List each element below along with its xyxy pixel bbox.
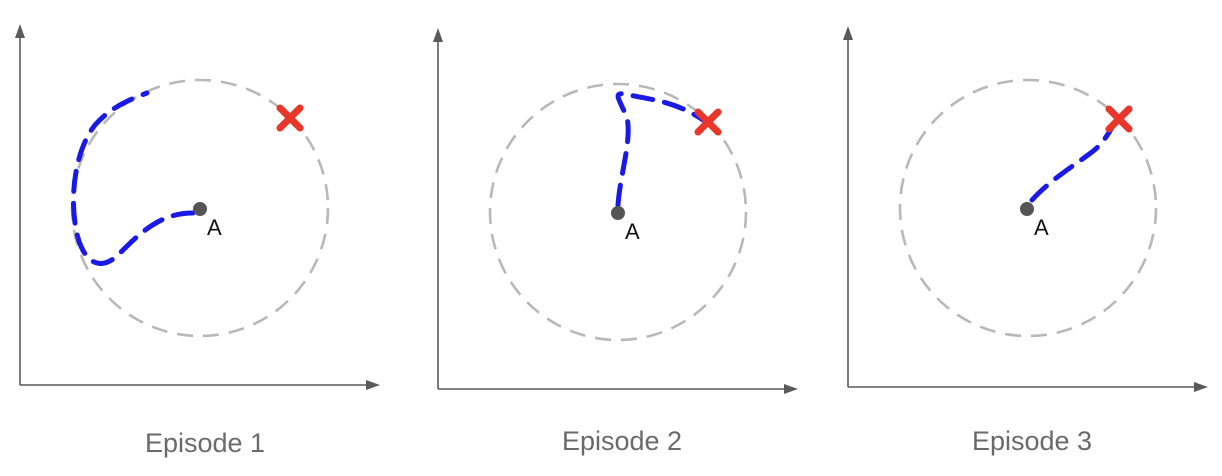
x-axis-arrow-icon [784, 384, 798, 394]
reachable-region-circle [898, 78, 1158, 338]
episode-caption: Episode 2 [562, 426, 682, 456]
start-point-label: A [1034, 215, 1049, 240]
start-point-label: A [625, 219, 640, 244]
start-point-dot [611, 206, 625, 220]
reachable-region-circle [488, 82, 748, 342]
x-axis-arrow-icon [1194, 382, 1208, 392]
agent-trajectory [615, 91, 709, 208]
goal-x-mark-icon [694, 108, 722, 136]
panel-episode-1: A Episode 1 [15, 24, 380, 458]
start-point-dot [193, 202, 207, 216]
goal-x-mark-icon [1105, 105, 1133, 133]
episode-caption: Episode 1 [145, 428, 265, 458]
panel-episode-2: A Episode 2 [433, 28, 798, 456]
goal-x-mark-icon [276, 104, 304, 132]
start-point-dot [1020, 202, 1034, 216]
y-axis-arrow-icon [15, 24, 25, 38]
y-axis-arrow-icon [433, 28, 443, 42]
x-axis-arrow-icon [366, 380, 380, 390]
start-point-label: A [207, 215, 222, 240]
y-axis-arrow-icon [843, 26, 853, 40]
panel-episode-3: A Episode 3 [843, 26, 1208, 456]
agent-trajectory [71, 90, 196, 266]
agent-trajectory [1029, 118, 1119, 203]
episode-caption: Episode 3 [972, 426, 1092, 456]
